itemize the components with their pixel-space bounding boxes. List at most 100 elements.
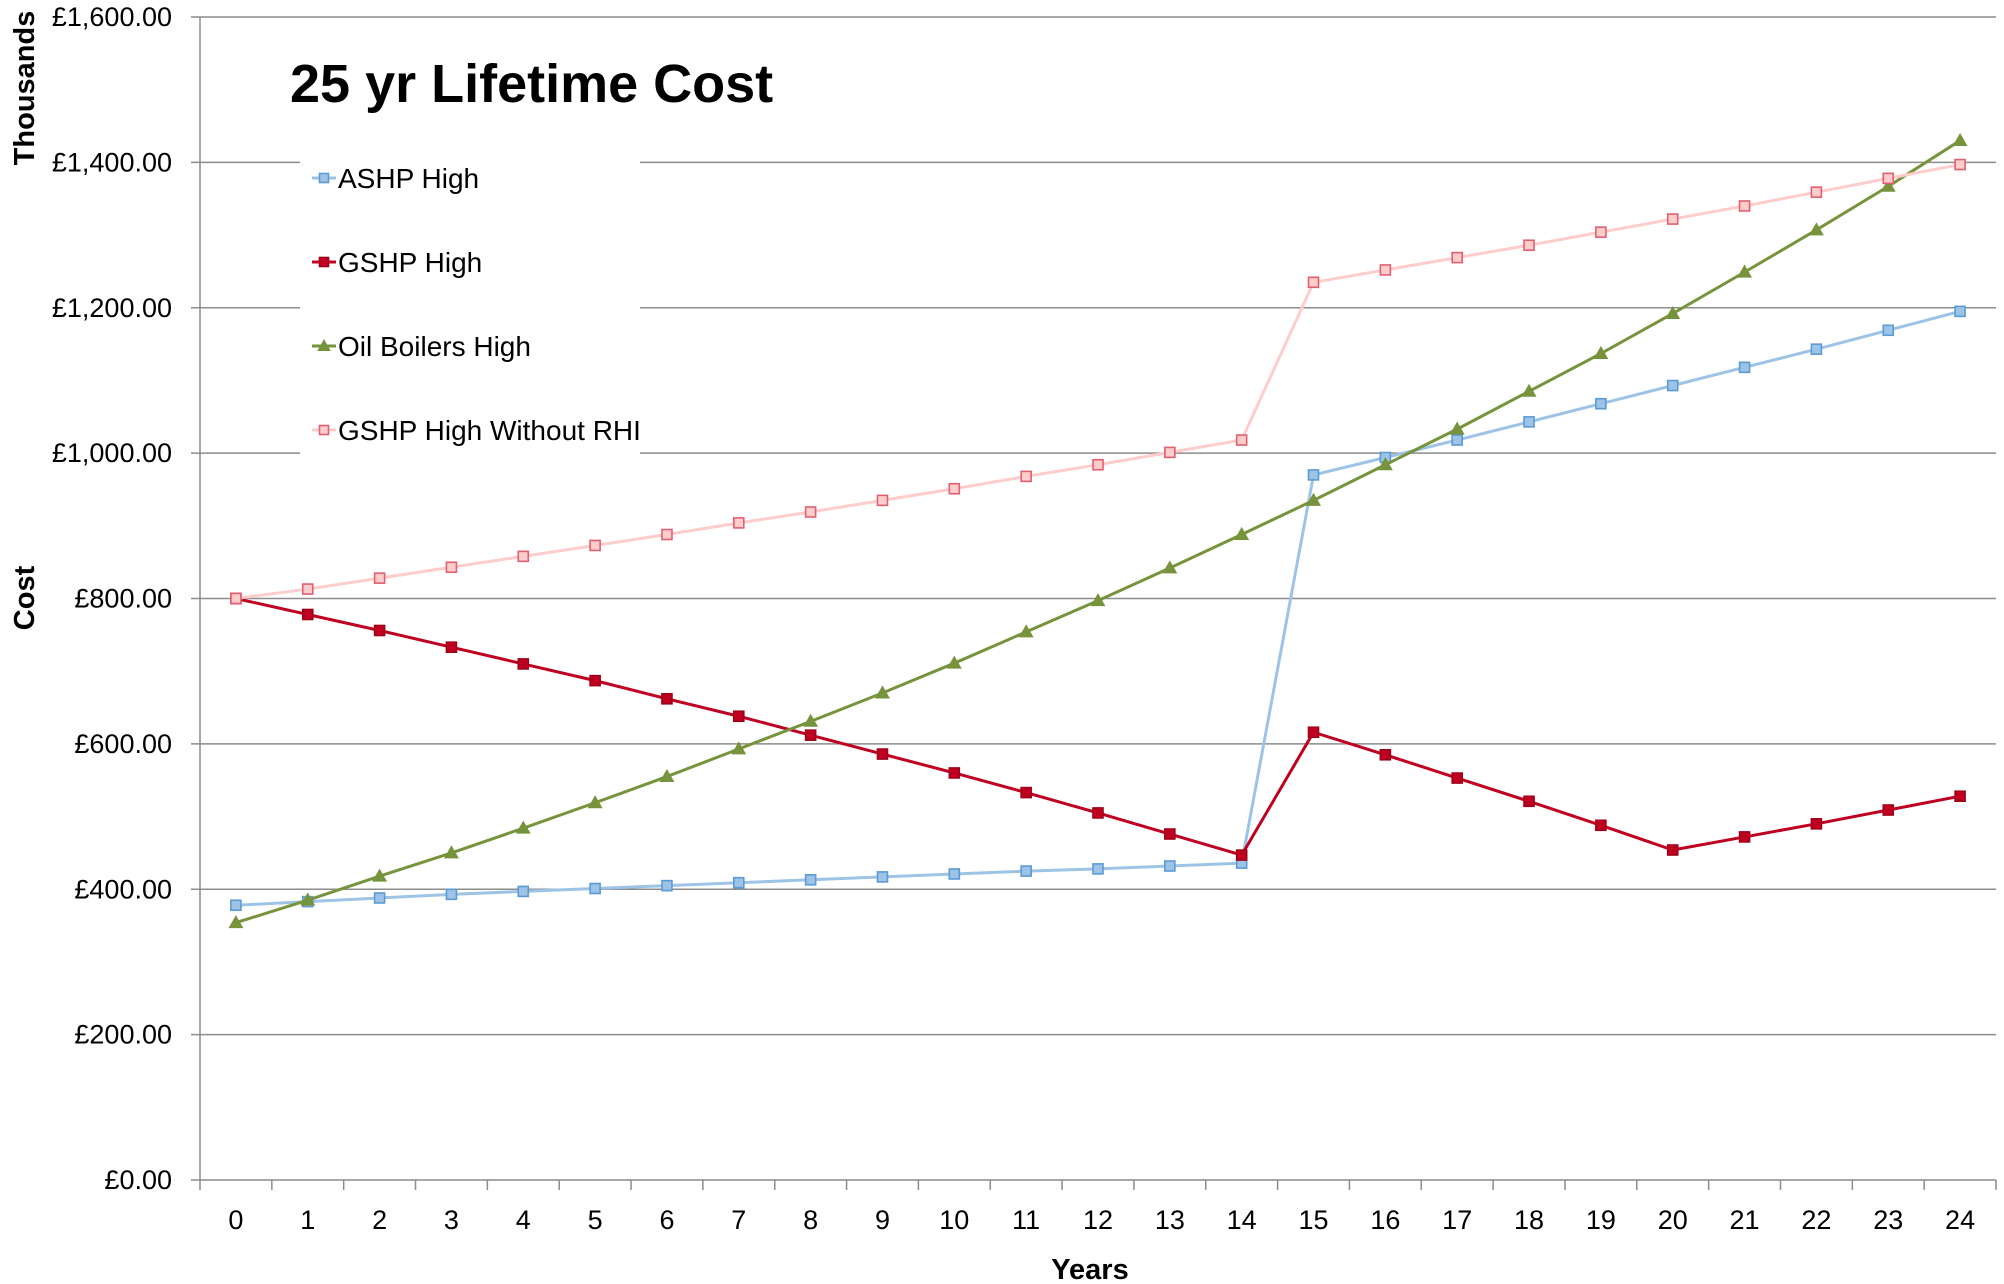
data-point (1164, 860, 1176, 872)
data-point (804, 874, 817, 886)
data-point (1162, 560, 1178, 574)
series-gshp-high-without-rhi (230, 158, 1966, 605)
data-point (1880, 178, 1896, 192)
series-oil-boilers-high (228, 132, 1968, 929)
x-tick-label: 12 (1083, 1205, 1113, 1235)
data-point (732, 876, 745, 889)
legend-item: GSHP High Without RHI (312, 415, 641, 446)
data-point (661, 693, 673, 705)
chart-title: 25 yr Lifetime Cost (290, 54, 773, 114)
data-point (589, 882, 601, 895)
x-tick-label: 7 (731, 1205, 746, 1235)
data-point (804, 506, 817, 518)
data-point (1521, 383, 1537, 397)
data-point (1523, 795, 1535, 808)
data-point (948, 482, 961, 495)
data-point (731, 741, 747, 755)
legend-item: GSHP High (312, 247, 482, 278)
data-point (443, 845, 459, 859)
data-point (1451, 772, 1463, 784)
x-tick-label: 21 (1730, 1205, 1760, 1235)
data-point (948, 868, 961, 880)
x-tick-label: 19 (1586, 1205, 1616, 1235)
data-point (517, 885, 530, 898)
data-point (1018, 624, 1034, 638)
legend-label: ASHP High (338, 163, 479, 194)
data-point (515, 820, 531, 834)
data-point (1020, 786, 1032, 799)
data-point (589, 539, 601, 552)
x-tick-label: 8 (803, 1205, 818, 1235)
data-point (1738, 361, 1751, 374)
data-point (228, 915, 244, 929)
data-point (1595, 226, 1607, 238)
y-axis-unit-label: Thousands (9, 11, 41, 166)
data-point (1810, 186, 1823, 198)
data-point (1092, 807, 1104, 819)
data-point (587, 795, 603, 809)
data-point (1666, 844, 1679, 856)
data-point (318, 256, 330, 268)
x-tick-label: 22 (1801, 1205, 1831, 1235)
data-point (803, 713, 819, 727)
x-tick-label: 17 (1442, 1205, 1472, 1235)
data-point (732, 517, 745, 529)
x-tick-label: 4 (516, 1205, 531, 1235)
data-point (1092, 863, 1104, 875)
data-point (1595, 819, 1607, 832)
data-point (318, 172, 330, 184)
series-lines (228, 132, 1968, 929)
y-tick-label: £1,400.00 (52, 147, 172, 177)
data-point (1090, 593, 1106, 607)
legend-label: Oil Boilers High (338, 331, 531, 362)
data-point (1092, 458, 1104, 471)
legend-label: GSHP High Without RHI (338, 415, 641, 446)
data-point (1737, 264, 1753, 278)
data-point (1451, 434, 1463, 446)
data-point (1954, 305, 1966, 318)
data-point (1665, 305, 1681, 320)
x-tick-label: 10 (939, 1205, 969, 1235)
data-point (1164, 828, 1176, 840)
y-tick-label: £1,600.00 (52, 2, 172, 32)
x-tick-label: 11 (1012, 1205, 1040, 1235)
x-tick-label: 18 (1514, 1205, 1544, 1235)
data-point (876, 494, 889, 507)
data-point (445, 641, 458, 654)
data-point (1164, 446, 1176, 459)
data-point (1020, 865, 1032, 877)
data-point (661, 528, 673, 541)
y-tick-label: £1,000.00 (52, 438, 172, 468)
y-tick-label: £400.00 (74, 874, 172, 904)
legend-item: ASHP High (312, 163, 479, 194)
x-axis-title: Years (1051, 1254, 1128, 1284)
data-point (1020, 470, 1032, 483)
data-point (1593, 345, 1609, 359)
data-point (1451, 251, 1463, 264)
data-point (589, 674, 601, 687)
x-tick-label: 3 (444, 1205, 459, 1235)
data-point (230, 899, 242, 912)
data-point (661, 879, 673, 892)
x-tick-label: 23 (1873, 1205, 1903, 1235)
x-tick-label: 14 (1227, 1205, 1257, 1235)
data-point (373, 624, 386, 637)
data-point (517, 658, 530, 670)
data-point (732, 710, 745, 723)
data-point (875, 685, 890, 699)
data-point (1307, 726, 1320, 739)
data-point (1523, 239, 1535, 252)
data-point (1307, 276, 1320, 289)
data-point (1954, 790, 1966, 803)
data-point (876, 871, 889, 883)
data-point (1379, 264, 1392, 276)
y-tick-label: £200.00 (74, 1020, 172, 1050)
data-point (1306, 492, 1321, 506)
x-tick-label: 13 (1155, 1205, 1185, 1235)
data-point (876, 748, 889, 760)
series-ashp-high (230, 305, 1966, 912)
x-tick-label: 1 (300, 1205, 315, 1235)
x-tick-label: 6 (659, 1205, 674, 1235)
x-tick-label: 15 (1298, 1205, 1328, 1235)
